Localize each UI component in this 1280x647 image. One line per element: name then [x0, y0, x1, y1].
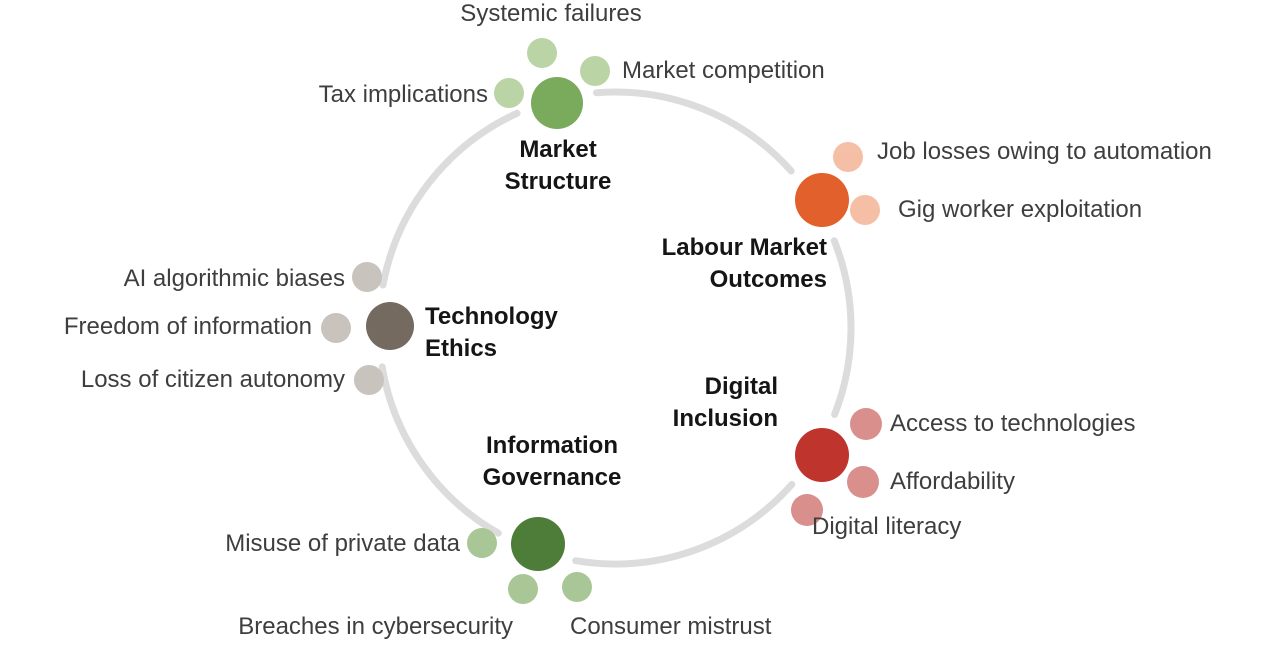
tax-implications-label: Tax implications	[318, 81, 488, 108]
labour-market-outcomes-label-line2: Outcomes	[709, 266, 827, 293]
market-structure-label-line2: Structure	[504, 168, 612, 195]
information-governance-label-line2: Governance	[482, 464, 622, 491]
digital-inclusion-satellite-literacy	[791, 494, 823, 526]
affordability-label: Affordability	[890, 468, 1015, 495]
technology-ethics-satellite-ai-biases	[352, 262, 382, 292]
labour-market-outcomes-node	[795, 173, 849, 227]
access-to-technologies-label: Access to technologies	[890, 410, 1136, 437]
ring-arc-market-to-labour	[593, 88, 795, 175]
consumer-mistrust-label: Consumer mistrust	[570, 613, 772, 640]
technology-ethics-satellite-freedom	[321, 313, 351, 343]
technology-ethics-node	[366, 302, 414, 350]
misuse-of-private-data-label: Misuse of private data	[225, 530, 460, 557]
market-structure-label-line1: Market	[519, 136, 597, 163]
information-governance-label-line1: Information	[485, 432, 618, 459]
digital-inclusion-label-line2: Inclusion	[672, 405, 778, 432]
information-governance-node	[511, 517, 565, 571]
digital-literacy-label: Digital literacy	[812, 513, 962, 540]
ring-arc-digital-to-infogov	[572, 480, 796, 568]
market-structure-node	[531, 77, 583, 129]
ring-arc-labour-to-digital	[830, 237, 855, 418]
technology-ethics-label: Technology Ethics	[425, 301, 558, 365]
digital-inclusion-satellite-access	[850, 408, 882, 440]
digital-inclusion-node	[795, 428, 849, 482]
market-competition-label: Market competition	[622, 57, 825, 84]
technology-ethics-label-line2: Ethics	[425, 335, 498, 362]
ring-arc-techethics-to-market	[379, 109, 521, 289]
ring-arc-infogov-to-techethics	[378, 363, 502, 537]
gig-worker-label: Gig worker exploitation	[898, 196, 1143, 223]
digital-inclusion-label-line1: Digital	[704, 373, 778, 400]
market-structure-satellite-tax-implications	[494, 78, 524, 108]
market-structure-satellite-systemic-failures	[527, 38, 557, 68]
breaches-in-cybersecurity-label: Breaches in cybersecurity	[238, 613, 513, 640]
technology-ethics-satellite-autonomy	[354, 365, 384, 395]
labour-market-outcomes-label-line1: Labour Market	[661, 234, 827, 261]
labour-market-satellite-gig-worker	[850, 195, 880, 225]
market-structure-label: Market Structure	[505, 134, 612, 198]
information-governance-satellite-mistrust	[562, 572, 592, 602]
technology-ethics-label-line1: Technology	[425, 303, 558, 330]
information-governance-satellite-breaches	[508, 574, 538, 604]
information-governance-label: Information Governance	[483, 430, 622, 494]
loss-of-citizen-autonomy-label: Loss of citizen autonomy	[80, 366, 345, 393]
market-structure-satellite-market-competition	[580, 56, 610, 86]
digital-inclusion-label: Digital Inclusion	[673, 371, 778, 435]
information-governance-satellite-misuse	[467, 528, 497, 558]
digital-inclusion-satellite-affordability	[847, 466, 879, 498]
labour-market-satellite-job-losses	[833, 142, 863, 172]
ai-algorithmic-biases-label: AI algorithmic biases	[123, 265, 345, 292]
freedom-of-information-label: Freedom of information	[63, 313, 312, 340]
job-losses-label: Job losses owing to automation	[877, 138, 1212, 165]
labour-market-outcomes-label: Labour Market Outcomes	[662, 232, 827, 296]
systemic-failures-label: Systemic failures	[460, 0, 642, 27]
